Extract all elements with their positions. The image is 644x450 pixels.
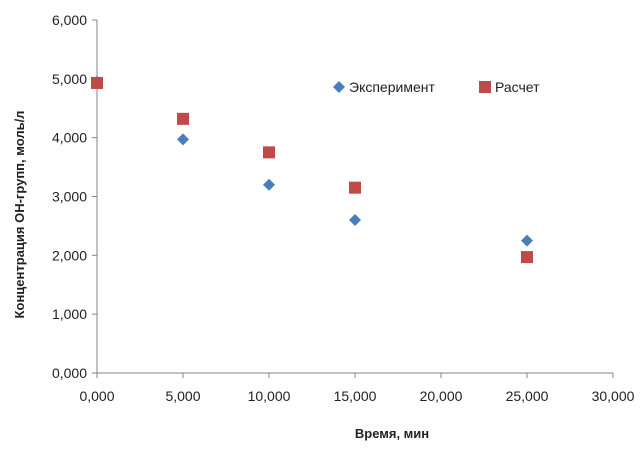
x-tick-label: 15,000 — [334, 388, 377, 404]
y-tick-label: 6,000 — [52, 12, 87, 28]
x-axis-title: Время, мин — [355, 426, 429, 441]
x-tick-label: 10,000 — [248, 388, 291, 404]
y-tick-label: 0,000 — [52, 365, 87, 381]
axes — [96, 20, 613, 374]
data-point-diamond — [177, 133, 189, 146]
data-point-square — [263, 146, 275, 159]
series-1 — [91, 75, 533, 247]
x-tick-label: 30,000 — [592, 388, 635, 404]
y-tick-label: 4,000 — [52, 130, 87, 146]
y-tick-label: 1,000 — [52, 306, 87, 322]
legend-label: Расчет — [495, 79, 540, 95]
data-point-diamond — [349, 214, 361, 227]
data-point-diamond — [263, 178, 275, 191]
data-series — [91, 75, 533, 264]
data-point-square — [521, 251, 533, 264]
data-point-square — [177, 112, 189, 125]
legend-label: Эксперимент — [349, 79, 435, 95]
y-tick-label: 3,000 — [52, 189, 87, 205]
x-axis-ticks: 0,000 5,000 10,000 15,000 20,000 25,000 30,000 — [79, 373, 635, 404]
y-axis-ticks: 0,000 1,000 2,000 3,000 4,000 5,000 6,000 — [52, 12, 97, 381]
legend: Эксперимент Расчет — [333, 79, 540, 95]
data-point-square — [91, 76, 103, 89]
legend-marker — [479, 81, 491, 93]
x-tick-label: 20,000 — [420, 388, 463, 404]
y-tick-label: 5,000 — [52, 71, 87, 87]
series-2 — [91, 76, 533, 264]
y-tick-label: 2,000 — [52, 247, 87, 263]
x-tick-label: 25,000 — [506, 388, 549, 404]
y-axis-title: Концентрация ОН-групп, моль/л — [12, 111, 27, 319]
x-tick-label: 5,000 — [165, 388, 200, 404]
legend-marker — [333, 81, 345, 93]
data-point-diamond — [521, 234, 533, 247]
x-tick-label: 0,000 — [79, 388, 114, 404]
data-point-square — [349, 181, 361, 194]
